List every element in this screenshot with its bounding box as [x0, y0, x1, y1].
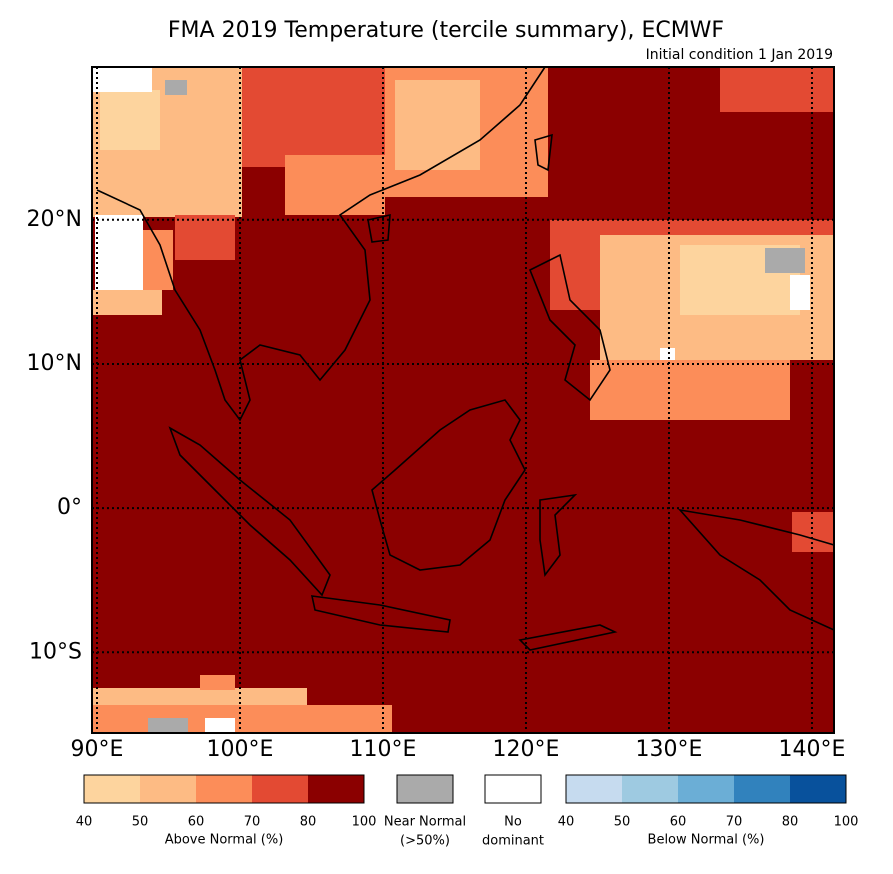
map-area — [91, 66, 835, 734]
tercile-patches — [92, 67, 834, 733]
legend-swatch — [566, 775, 622, 803]
legend-swatch — [678, 775, 734, 803]
legend-tick: 40 — [76, 815, 93, 830]
legend-swatch — [790, 775, 846, 803]
lon-label: 90°E — [71, 737, 124, 762]
legend-swatch — [140, 775, 196, 803]
patch — [175, 215, 235, 260]
coastline — [96, 66, 546, 422]
patch — [165, 80, 187, 95]
title: FMA 2019 Temperature (tercile summary), … — [168, 18, 724, 43]
coastline — [168, 426, 331, 597]
coastline — [539, 493, 578, 578]
patch — [790, 275, 810, 310]
legend-swatch — [484, 774, 542, 804]
patch — [590, 360, 790, 420]
legend-label: No — [504, 815, 522, 830]
patch — [285, 155, 385, 215]
patch — [792, 512, 834, 552]
lon-label: 120°E — [493, 737, 560, 762]
legend-label: Below Normal (%) — [648, 833, 765, 848]
patch — [395, 80, 480, 170]
lat-label: 10°S — [29, 639, 82, 664]
legend-tick: 60 — [670, 815, 687, 830]
legend-swatch — [396, 774, 454, 804]
lat-label: 0° — [57, 495, 82, 520]
legend-swatch — [196, 775, 252, 803]
legend-swatch — [84, 775, 140, 803]
legend-label: (>50%) — [400, 834, 450, 849]
legend-frame — [565, 774, 847, 804]
legend-tick: 80 — [300, 815, 317, 830]
map-frame — [91, 66, 835, 734]
legend-tick: 70 — [244, 815, 261, 830]
patch — [660, 348, 675, 360]
legend-tick: 100 — [352, 815, 377, 830]
patch — [92, 67, 152, 92]
patch — [143, 230, 173, 290]
graticule — [92, 67, 834, 733]
legend-label: dominant — [482, 834, 544, 849]
legend-frame — [83, 774, 365, 804]
patch — [92, 705, 392, 733]
patch — [205, 718, 235, 733]
legend-tick: 40 — [558, 815, 575, 830]
coastline — [534, 133, 553, 172]
legend-swatch — [734, 775, 790, 803]
patch — [100, 90, 160, 150]
legend-tick: 100 — [834, 815, 859, 830]
coastline — [528, 253, 611, 402]
lat-label: 20°N — [27, 207, 82, 232]
legend-label: Near Normal — [384, 815, 466, 830]
legend-label: Above Normal (%) — [165, 833, 284, 848]
patch — [720, 67, 834, 112]
lon-label: 100°E — [207, 737, 274, 762]
legend-swatch — [308, 775, 364, 803]
subtitle: Initial condition 1 Jan 2019 — [646, 47, 833, 63]
lat-label: 10°N — [27, 351, 82, 376]
legend-tick: 60 — [188, 815, 205, 830]
legend-tick: 70 — [726, 815, 743, 830]
lon-label: 130°E — [636, 737, 703, 762]
legend: 40 50 60 70 80 100 Above Normal (%) 40 50 60 70 80 1… — [76, 774, 859, 849]
patch — [200, 675, 235, 690]
legend-swatch — [252, 775, 308, 803]
legend-tick: 50 — [132, 815, 149, 830]
coastline — [310, 595, 451, 633]
coastline — [518, 624, 618, 651]
patch — [95, 215, 143, 290]
coastline — [367, 213, 391, 243]
legend-tick: 50 — [614, 815, 631, 830]
legend-swatch — [622, 775, 678, 803]
coastline — [371, 399, 526, 571]
lon-label: 110°E — [350, 737, 417, 762]
lon-label: 140°E — [779, 737, 846, 762]
legend-tick: 80 — [782, 815, 799, 830]
patch — [765, 248, 805, 273]
patch — [148, 718, 188, 733]
patch — [92, 290, 162, 315]
patch — [242, 67, 385, 167]
